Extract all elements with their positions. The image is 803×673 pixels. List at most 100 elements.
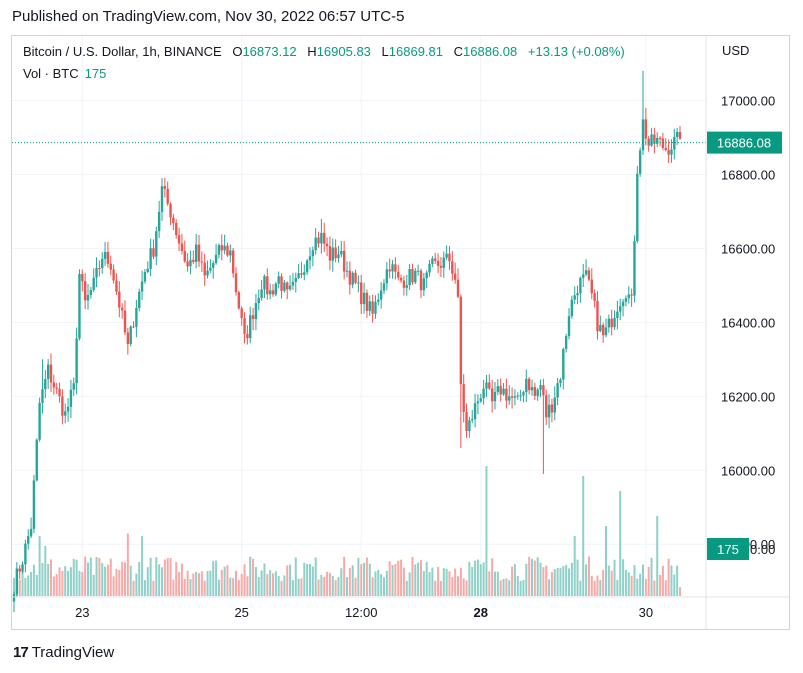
candle-body <box>619 306 622 312</box>
candle-body <box>334 247 337 259</box>
footer-brand[interactable]: 17 TradingView <box>13 644 114 661</box>
volume-bar <box>92 575 95 596</box>
volume-bar <box>420 560 422 596</box>
candle-body <box>354 272 357 283</box>
candle-body <box>64 411 67 416</box>
candle-body <box>166 188 169 204</box>
volume-bar <box>309 564 311 596</box>
candle-body <box>229 250 232 256</box>
candle-body <box>86 295 90 301</box>
volume-bar <box>64 566 67 596</box>
y-tick-label: 16000.00 <box>721 463 775 478</box>
candle-body <box>143 272 147 282</box>
volume-bar <box>607 565 610 596</box>
candle-body <box>653 134 656 144</box>
candle-body <box>337 254 340 259</box>
candle-body <box>83 281 87 301</box>
volume-bar <box>482 562 485 596</box>
volume-bar <box>442 568 445 596</box>
volume-bar <box>408 572 411 596</box>
volume-bar <box>474 560 477 596</box>
candle-body <box>89 290 93 296</box>
candle-body <box>157 211 161 232</box>
volume-bar <box>328 572 331 596</box>
volume-tag <box>707 538 749 560</box>
volume-bar <box>536 557 539 596</box>
candle-body <box>123 310 127 333</box>
candle-body <box>92 277 95 291</box>
volume-bar <box>149 557 152 596</box>
candle-body <box>38 402 41 440</box>
volume-bar <box>346 577 348 596</box>
volume-bar <box>425 561 428 596</box>
volume-bar <box>525 563 528 596</box>
candle-body <box>385 269 389 284</box>
candle-body <box>513 396 517 398</box>
volume-bar <box>217 579 220 596</box>
candle-body <box>61 396 64 416</box>
candle-body <box>348 270 352 285</box>
candle-body <box>502 388 505 395</box>
volume-bar <box>605 526 607 596</box>
candle-body <box>52 382 56 388</box>
candle-body <box>485 382 488 389</box>
volume-tag-label: 175 <box>717 542 739 557</box>
volume-label: Vol · BTC <box>23 66 79 81</box>
candle-body <box>160 186 164 212</box>
candle-body <box>194 244 198 262</box>
volume-bar <box>488 571 491 596</box>
candle-body <box>95 267 98 278</box>
candle-body <box>365 292 369 311</box>
candle-body <box>180 243 184 252</box>
volume-bar <box>545 565 548 596</box>
candle-body <box>172 217 175 224</box>
volume-bar <box>622 559 625 596</box>
x-tick-label: 28 <box>474 605 488 620</box>
candle-body <box>490 388 494 402</box>
volume-bar <box>471 566 474 596</box>
volume-bar <box>679 587 681 596</box>
candle-body <box>422 278 426 291</box>
candle-body <box>98 267 101 269</box>
volume-bar <box>550 572 553 596</box>
candle-body <box>562 349 565 380</box>
candle-body <box>636 173 639 242</box>
candle-body <box>593 293 596 301</box>
tradingview-logo-icon: 17 <box>13 644 29 661</box>
volume-bar <box>121 561 124 596</box>
volume-bar <box>619 491 622 596</box>
candle-body <box>414 270 417 283</box>
volume-bar <box>152 580 155 596</box>
candle-body <box>675 131 679 137</box>
volume-bar <box>172 579 175 596</box>
y-tick-label: 16400.00 <box>721 315 775 330</box>
volume-bar <box>146 567 149 596</box>
volume-bar <box>98 557 101 596</box>
volume-bar <box>664 580 667 596</box>
candle-body <box>664 147 667 151</box>
candle-body <box>399 277 403 281</box>
candle-body <box>613 317 616 328</box>
candle-body <box>624 298 628 302</box>
candle-body <box>132 326 135 328</box>
candle-body <box>251 315 255 320</box>
candle-body <box>590 279 593 294</box>
published-caption: Published on TradingView.com, Nov 30, 20… <box>12 8 405 25</box>
candle-body <box>547 404 551 418</box>
candle-body <box>49 364 53 383</box>
volume-bar <box>659 574 662 596</box>
volume-bar <box>67 570 70 596</box>
candle-body <box>18 568 21 572</box>
candle-body <box>445 253 448 258</box>
volume-bar <box>573 536 576 596</box>
volume-bar <box>109 558 112 596</box>
volume-bar <box>52 576 55 596</box>
candle-body <box>667 150 670 155</box>
volume-bar <box>639 573 642 596</box>
volume-bar <box>596 575 599 596</box>
volume-bar <box>650 557 653 596</box>
volume-bar <box>283 575 286 596</box>
candle-body <box>488 382 491 389</box>
volume-bar <box>30 571 33 596</box>
